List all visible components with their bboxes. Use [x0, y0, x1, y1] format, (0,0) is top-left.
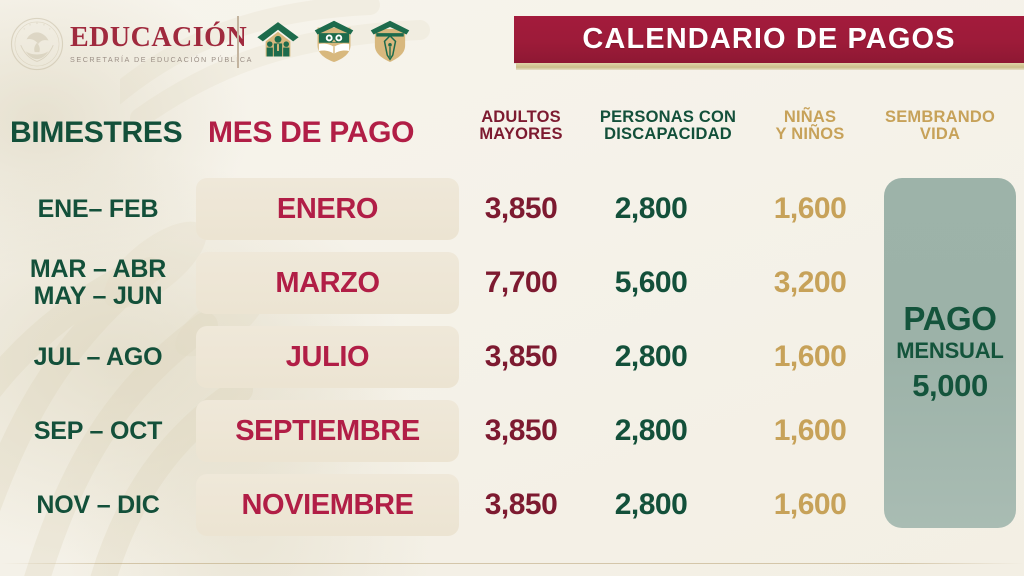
program-icons-group [256, 18, 412, 62]
cell-mes-de-pago-pill: MARZO [196, 252, 459, 314]
column-header-bimestres: BIMESTRES [10, 116, 183, 149]
cell-ninas-y-ninos: 3,200 [773, 266, 847, 299]
cell-adultos-mayores: 7,700 [484, 266, 558, 299]
cell-personas-con-discapacidad: 5,600 [614, 266, 688, 299]
payment-schedule-table: ENE– FEB ENERO 3,850 2,800 1,600 MAR – ABR MAY… [0, 172, 1024, 542]
cell-ninas-y-ninos: 1,600 [773, 340, 847, 373]
cell-personas-con-discapacidad: 2,800 [614, 340, 688, 373]
bimestre-line: ENE– FEB [37, 194, 159, 223]
page-header: EDUCACIÓN SECRETARÍA DE EDUCACIÓN PÚBLIC… [0, 0, 1024, 88]
cell-mes-de-pago-pill: JULIO [196, 326, 459, 388]
table-row: NOV – DIC NOVIEMBRE 3,850 2,800 1,600 [0, 468, 1024, 542]
shield-pen-nib-icon [370, 20, 410, 62]
cell-ninas-y-ninos: 1,600 [773, 488, 847, 521]
mes-de-pago-label: MARZO [275, 266, 380, 299]
cell-mes-de-pago-pill: ENERO [196, 178, 459, 240]
sembrando-vida-mensual-label: MENSUAL [896, 337, 1004, 363]
bimestre-line: SEP – OCT [33, 416, 163, 445]
cell-personas-con-discapacidad: 2,800 [614, 414, 688, 447]
house-family-icon [257, 22, 299, 57]
cell-adultos-mayores: 3,850 [484, 414, 558, 447]
logo-divider [237, 16, 239, 68]
cell-ninas-y-ninos: 1,600 [773, 414, 847, 447]
cell-adultos-mayores: 3,850 [484, 488, 558, 521]
cell-bimestre: JUL – AGO [0, 320, 196, 394]
bimestre-line: NOV – DIC [36, 490, 160, 519]
mes-de-pago-label: NOVIEMBRE [241, 488, 414, 521]
mexican-coat-of-arms-icon [10, 17, 64, 71]
mes-de-pago-label: JULIO [285, 340, 370, 373]
cell-adultos-mayores: 3,850 [484, 340, 558, 373]
column-header-adultos-mayores: ADULTOS MAYORES [479, 108, 563, 144]
table-row: JUL – AGO JULIO 3,850 2,800 1,600 [0, 320, 1024, 394]
wordmark-secretaria: SECRETARÍA DE EDUCACIÓN PÚBLICA [70, 55, 253, 65]
sembrando-vida-amount: 5,000 [912, 367, 988, 403]
bimestre-line: MAR – ABR [29, 255, 167, 283]
shield-owl-book-icon [314, 20, 354, 62]
page-title: CALENDARIO DE PAGOS [582, 23, 956, 55]
cell-personas-con-discapacidad: 2,800 [614, 488, 688, 521]
bimestre-line: MAY – JUN [33, 282, 163, 310]
column-header-sembrando-vida: SEMBRANDO VIDA [885, 108, 995, 144]
cell-bimestre: SEP – OCT [0, 394, 196, 468]
cell-adultos-mayores: 3,850 [484, 192, 558, 225]
cell-ninas-y-ninos: 1,600 [773, 192, 847, 225]
cell-personas-con-discapacidad: 2,800 [614, 192, 688, 225]
column-header-mes-de-pago: MES DE PAGO [208, 116, 415, 149]
bimestre-line: JUL – AGO [33, 342, 163, 371]
bottom-divider [0, 563, 1024, 564]
cell-mes-de-pago-pill: NOVIEMBRE [196, 474, 459, 536]
cell-bimestre: MAR – ABR MAY – JUN [0, 246, 196, 320]
mes-de-pago-label: SEPTIEMBRE [235, 414, 420, 447]
sembrando-vida-pago-label: PAGO [903, 299, 997, 337]
sep-logo: EDUCACIÓN SECRETARÍA DE EDUCACIÓN PÚBLIC… [8, 12, 253, 76]
table-row: SEP – OCT SEPTIEMBRE 3,850 2,800 1,600 [0, 394, 1024, 468]
sep-wordmark: EDUCACIÓN SECRETARÍA DE EDUCACIÓN PÚBLIC… [70, 22, 253, 65]
cell-bimestre: NOV – DIC [0, 468, 196, 542]
column-header-ninas-y-ninos: NIÑAS Y NIÑOS [775, 108, 845, 144]
mes-de-pago-label: ENERO [276, 192, 379, 225]
cell-mes-de-pago-pill: SEPTIEMBRE [196, 400, 459, 462]
table-row: ENE– FEB ENERO 3,850 2,800 1,600 [0, 172, 1024, 246]
wordmark-educacion: EDUCACIÓN [70, 22, 248, 54]
cell-bimestre: ENE– FEB [0, 172, 196, 246]
banner-gold-strip [516, 63, 1024, 70]
column-header-personas-con-discapacidad: PERSONAS CON DISCAPACIDAD [599, 108, 737, 144]
sembrando-vida-payment-panel: PAGO MENSUAL 5,000 [884, 178, 1016, 528]
table-row: MAR – ABR MAY – JUN MARZO 7,700 5,600 3,200 [0, 246, 1024, 320]
table-column-headers: BIMESTRES MES DE PAGO ADULTOS MAYORES PE… [0, 103, 1024, 159]
banner-calendario-de-pagos: CALENDARIO DE PAGOS [514, 16, 1024, 63]
